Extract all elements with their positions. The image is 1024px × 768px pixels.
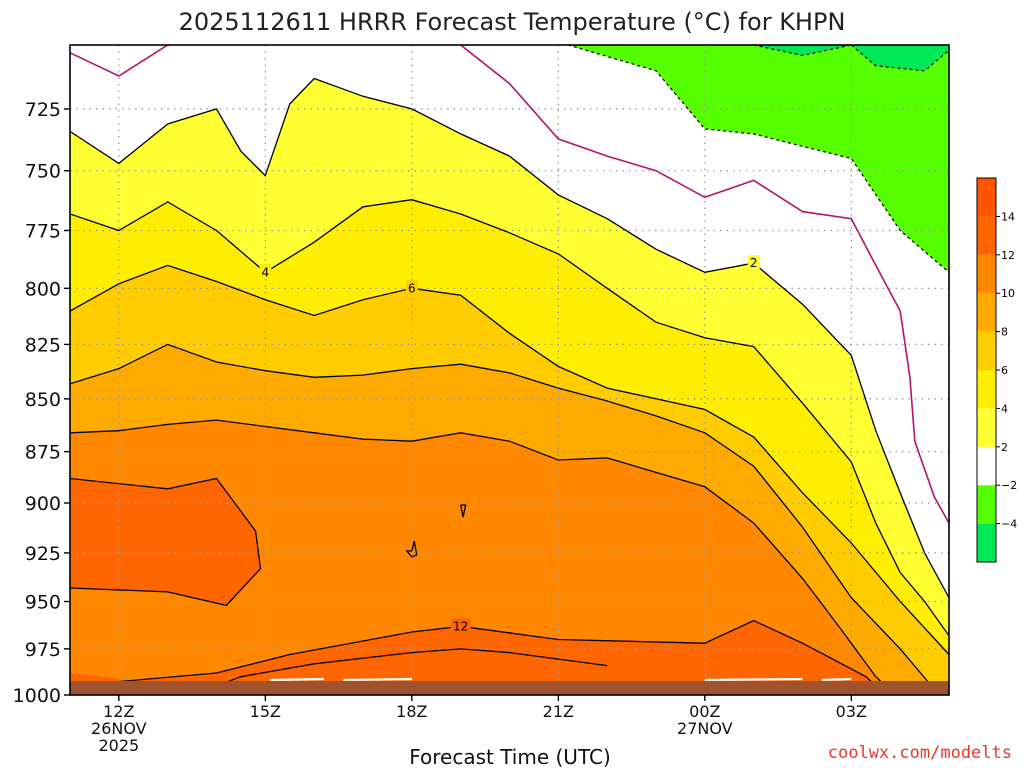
contour-label: 12 (453, 619, 468, 633)
contour-label-bg (405, 280, 418, 295)
x-tick-label: 2025 (98, 736, 139, 755)
region-below-minus4 (851, 45, 949, 71)
ground-strip (70, 681, 949, 695)
contour-fills (70, 45, 949, 695)
colorbar-band (977, 370, 996, 409)
region-12-plus (70, 478, 261, 606)
colorbar-band (977, 178, 996, 217)
x-tick-label: 18Z (396, 702, 427, 721)
y-tick-label: 900 (25, 493, 61, 515)
surface-marker (704, 677, 803, 682)
colorbar-tick-label: 2 (1001, 441, 1008, 454)
y-tick-label: 800 (25, 278, 61, 300)
chart-title: 2025112611 HRRR Forecast Temperature (°C… (179, 8, 846, 36)
colorbar-tick-label: −2 (1001, 479, 1017, 492)
grid-lines (70, 45, 949, 695)
x-tick-label: 15Z (250, 702, 281, 721)
x-tick-label: 27NOV (677, 719, 733, 738)
colorbar-tick-label: 8 (1001, 326, 1008, 339)
y-tick-label: 825 (25, 334, 61, 356)
contour-12 (460, 504, 467, 518)
x-axis-label: Forecast Time (UTC) (409, 745, 611, 768)
colorbar-band (977, 216, 996, 255)
colorbar: −4 −2 2 4 6 8 10 12 14 (976, 177, 1017, 563)
colorbar-band (977, 446, 996, 486)
contour-8 (70, 343, 940, 695)
contour-0 (70, 45, 169, 77)
contour-6 (70, 264, 949, 655)
colorbar-band (977, 254, 996, 294)
colorbar-band (977, 485, 996, 524)
y-tick-label: 950 (25, 592, 61, 614)
colorbar-band (977, 523, 996, 562)
contour-label: 6 (408, 281, 416, 295)
colorbar-band (977, 293, 996, 332)
credit-text[interactable]: coolwx.com/modelts (828, 743, 1012, 763)
region-12-plus (70, 620, 886, 695)
y-tick-label: 850 (25, 389, 61, 411)
y-tick-label: 875 (25, 442, 61, 464)
contour-12 (70, 477, 262, 607)
contour-lines (70, 45, 949, 695)
plot-area: 2 4 6 12 (70, 45, 949, 695)
contour-10 (70, 419, 896, 695)
y-axis: 725 750 775 800 825 850 875 900 925 950 975 1000 (13, 99, 70, 707)
y-tick-label: 775 (25, 220, 61, 242)
region-minus2-to-minus4 (568, 45, 949, 273)
region-10-to-12 (70, 420, 896, 695)
contour-labels: 2 4 6 12 (259, 255, 760, 633)
contour--2 (850, 45, 949, 72)
plot-frame (69, 44, 950, 696)
region-below-minus4 (753, 45, 852, 56)
x-tick-label: 26NOV (91, 719, 147, 738)
colorbar-tick-label: 4 (1001, 402, 1008, 415)
colorbar-tick-label: 10 (1001, 287, 1015, 300)
contour--2 (753, 45, 852, 57)
surface-marker (270, 677, 324, 682)
x-tick-label: 12Z (103, 702, 134, 721)
colorbar-tick-label: 6 (1001, 364, 1008, 377)
y-tick-label: 750 (25, 161, 61, 183)
y-tick-label: 925 (25, 543, 61, 565)
surface-marker (343, 677, 412, 682)
colorbar-tick-label: 12 (1001, 249, 1015, 262)
contour--2 (567, 45, 949, 273)
colorbar-tick-label: −4 (1001, 518, 1017, 531)
y-tick-label: 1000 (13, 685, 61, 707)
x-tick-label: 00Z (689, 702, 720, 721)
colorbar-tick-label: 14 (1001, 210, 1015, 223)
x-tick-label: 03Z (836, 702, 867, 721)
contour-0 (460, 45, 949, 524)
contour-label-bg (450, 618, 471, 633)
y-tick-label: 725 (25, 99, 61, 121)
contour-12 (70, 619, 886, 695)
x-tick-label: 21Z (543, 702, 574, 721)
surface-marker (821, 677, 852, 682)
contour-label-bg (747, 255, 760, 270)
contour-12 (405, 540, 418, 558)
contour-label: 4 (262, 265, 270, 279)
contour-14 (191, 648, 608, 695)
contour-label-bg (259, 264, 272, 279)
contour-label: 2 (750, 256, 758, 270)
y-tick-label: 975 (25, 639, 61, 661)
colorbar-band (977, 408, 996, 447)
colorbar-band (977, 331, 996, 370)
contour-4 (70, 199, 949, 637)
contour-2 (70, 77, 949, 599)
